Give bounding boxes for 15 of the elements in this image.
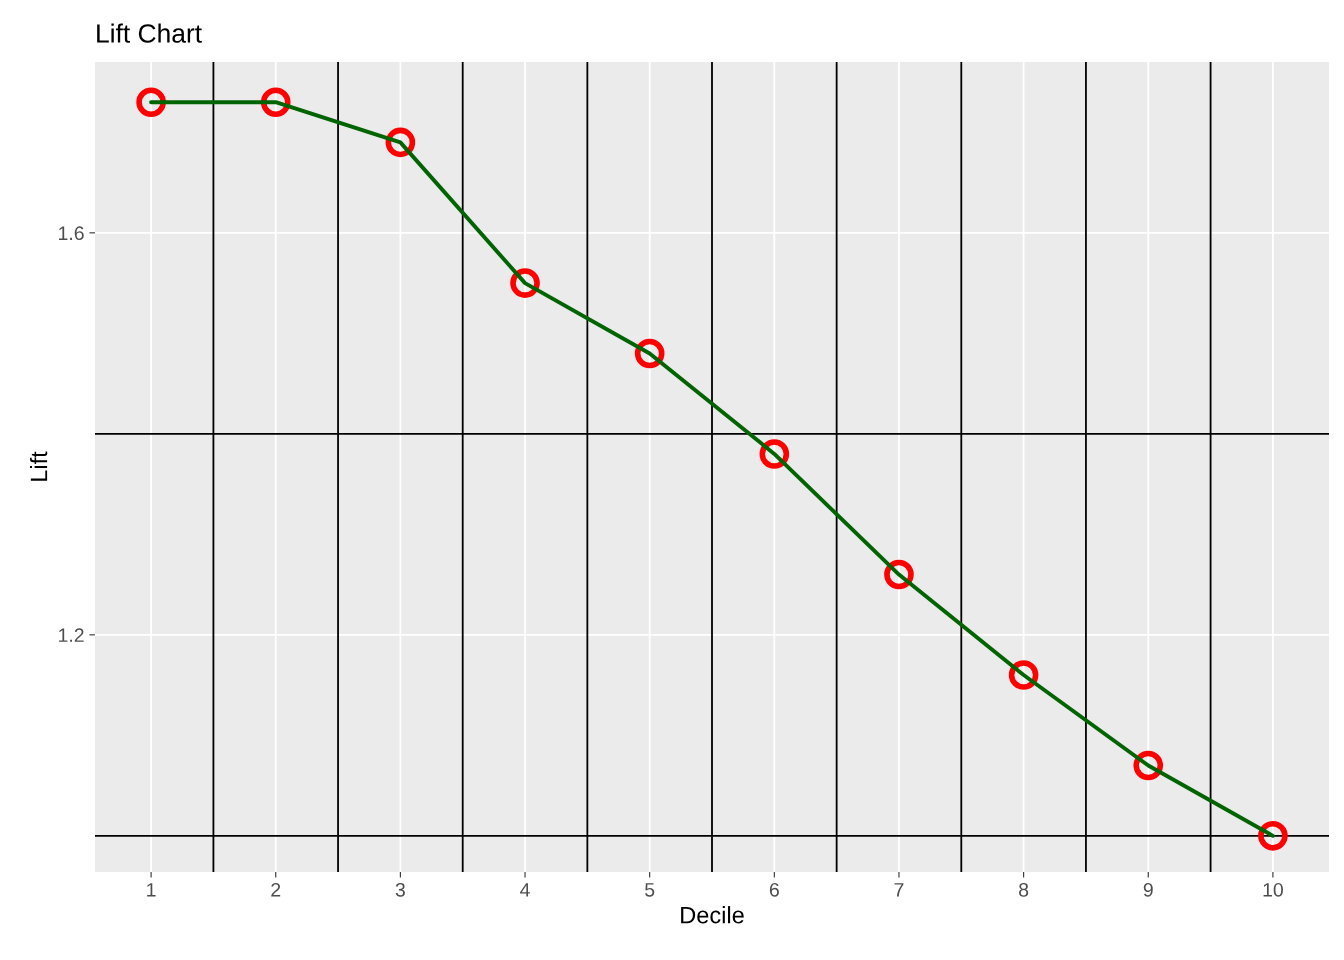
x-tick-label: 2	[271, 882, 281, 897]
y-axis-title: Lift	[29, 451, 48, 481]
y-tick-label: 1.6	[59, 226, 84, 241]
x-tick-label: 8	[1019, 882, 1029, 897]
x-tick-label: 7	[894, 883, 904, 897]
x-tick-label: 4	[520, 883, 530, 897]
x-tick-label: 1	[147, 883, 156, 897]
x-tick-label: 5	[645, 883, 655, 897]
x-tick-label: 6	[769, 882, 779, 897]
x-tick-label: 3	[395, 882, 405, 897]
x-tick-label: 10	[1263, 882, 1283, 897]
x-axis-title: Decile	[681, 906, 744, 924]
x-tick-label: 9	[1143, 882, 1153, 897]
y-tick-label: 1.2	[59, 628, 84, 642]
chart-title: Lift Chart	[97, 23, 202, 43]
